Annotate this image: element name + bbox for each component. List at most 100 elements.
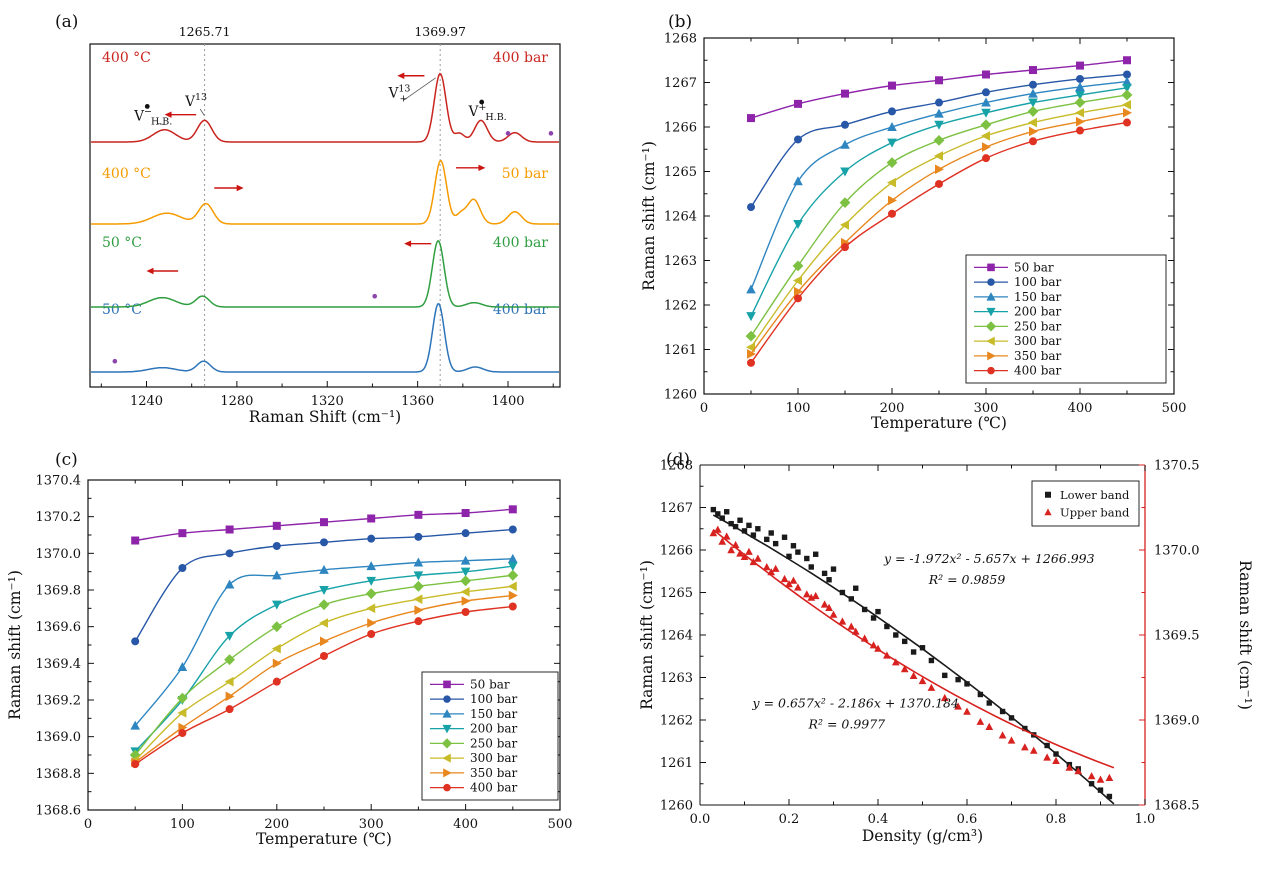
svg-text:1264: 1264	[660, 629, 693, 644]
svg-text:1265: 1265	[660, 586, 693, 601]
panel-b: 0 100 200 300 400 500 1260 1261 1262 1263 1264 1265…	[634, 0, 1270, 440]
svg-text:1268: 1268	[664, 32, 697, 47]
svg-text:400 bar: 400 bar	[493, 50, 548, 66]
svg-text:0.2: 0.2	[779, 812, 800, 827]
svg-text:1267: 1267	[660, 501, 693, 516]
svg-text:200: 200	[264, 817, 289, 832]
svg-text:1265.71: 1265.71	[179, 24, 231, 39]
svg-text:Raman shift (cm⁻¹): Raman shift (cm⁻¹)	[640, 141, 658, 291]
svg-text:300 bar: 300 bar	[470, 751, 518, 765]
panel-c-chart: 0 100 200 300 400 500 1368.6 1368.8 1369.0 1369.2…	[6, 474, 573, 849]
svg-text:1369.4: 1369.4	[36, 657, 82, 672]
svg-text:1263: 1263	[660, 671, 693, 686]
svg-text:1370.2: 1370.2	[36, 510, 82, 525]
panel-d: 0.0 0.2 0.4 0.6 0.8 1.0 1260 1261 1262 1263 1264 12…	[634, 440, 1270, 880]
svg-text:200 bar: 200 bar	[1014, 305, 1062, 319]
svg-text:Upper band: Upper band	[1060, 505, 1130, 519]
panel-b-chart: 0 100 200 300 400 500 1260 1261 1262 1263 1264 1265…	[640, 32, 1187, 433]
svg-text:1262: 1262	[660, 714, 693, 729]
svg-text:1268: 1268	[660, 459, 693, 474]
svg-text:1266: 1266	[664, 121, 697, 136]
svg-text:1369.0: 1369.0	[1154, 714, 1200, 729]
svg-text:100: 100	[786, 401, 811, 416]
svg-text:1263: 1263	[664, 254, 697, 269]
panel-a: 1240 1280 1320 1360 1400 1265.71 1369.97 50 °C 4…	[0, 0, 632, 440]
svg-text:250 bar: 250 bar	[1014, 319, 1062, 333]
panel-a-letter: (a)	[55, 12, 79, 32]
svg-text:50 °C: 50 °C	[102, 235, 142, 251]
svg-text:0.0: 0.0	[690, 812, 711, 827]
svg-text:1368.6: 1368.6	[36, 804, 82, 819]
svg-text:300 bar: 300 bar	[1014, 334, 1062, 348]
svg-text:0.4: 0.4	[868, 812, 889, 827]
svg-text:1240: 1240	[130, 394, 163, 409]
panel-c-letter: (c)	[55, 450, 78, 470]
svg-text:y = 0.657x² - 2.186x + 1370.18: y = 0.657x² - 2.186x + 1370.184	[752, 695, 959, 710]
svg-text:400 bar: 400 bar	[470, 781, 518, 795]
svg-text:200: 200	[880, 401, 905, 416]
svg-text:50 bar: 50 bar	[502, 166, 549, 182]
svg-text:400: 400	[453, 817, 478, 832]
svg-text:300: 300	[359, 817, 384, 832]
svg-text:Raman shift (cm⁻¹): Raman shift (cm⁻¹)	[6, 570, 24, 720]
svg-text:Temperature (℃): Temperature (℃)	[256, 830, 392, 848]
svg-text:1260: 1260	[660, 799, 693, 814]
svg-text:1369.0: 1369.0	[36, 730, 82, 745]
svg-text:300: 300	[974, 401, 999, 416]
svg-text:1369.97: 1369.97	[414, 24, 466, 39]
svg-text:1370.4: 1370.4	[36, 474, 82, 489]
svg-text:250 bar: 250 bar	[470, 736, 518, 750]
svg-text:400 bar: 400 bar	[493, 302, 548, 318]
svg-text:1360: 1360	[401, 394, 434, 409]
svg-text:50 bar: 50 bar	[470, 677, 510, 691]
svg-text:Density (g/cm³): Density (g/cm³)	[862, 827, 983, 845]
svg-text:1320: 1320	[311, 394, 344, 409]
svg-text:Temperature (℃): Temperature (℃)	[871, 414, 1007, 432]
svg-text:150 bar: 150 bar	[1014, 290, 1062, 304]
svg-text:Raman shift (cm⁻¹): Raman shift (cm⁻¹)	[638, 560, 656, 710]
svg-text:1280: 1280	[220, 394, 253, 409]
svg-text:500: 500	[1162, 401, 1187, 416]
svg-text:Raman Shift (cm⁻¹): Raman Shift (cm⁻¹)	[249, 408, 401, 426]
svg-text:50 °C: 50 °C	[102, 302, 142, 318]
svg-text:1369.8: 1369.8	[36, 584, 82, 599]
svg-text:0: 0	[700, 401, 708, 416]
svg-text:1261: 1261	[660, 756, 693, 771]
svg-text:100 bar: 100 bar	[1014, 275, 1062, 289]
panel-b-letter: (b)	[668, 12, 693, 32]
panel-d-chart: 0.0 0.2 0.4 0.6 0.8 1.0 1260 1261 1262 1263 1264 12…	[638, 459, 1254, 846]
svg-text:1369.5: 1369.5	[1154, 629, 1200, 644]
svg-text:V13+: V13 +	[388, 83, 411, 104]
panel-d-letter: (d)	[666, 450, 691, 470]
svg-text:1266: 1266	[660, 544, 693, 559]
svg-text:400 bar: 400 bar	[493, 235, 548, 251]
svg-text:100 bar: 100 bar	[470, 692, 518, 706]
svg-text:1260: 1260	[664, 388, 697, 403]
svg-text:400: 400	[1068, 401, 1093, 416]
svg-text:200 bar: 200 bar	[470, 722, 518, 736]
svg-text:0.8: 0.8	[1046, 812, 1067, 827]
svg-text:1370.5: 1370.5	[1154, 459, 1200, 474]
svg-text:1369.2: 1369.2	[36, 694, 82, 709]
svg-text:350 bar: 350 bar	[1014, 349, 1062, 363]
svg-text:V13: V13	[184, 92, 207, 110]
svg-text:150 bar: 150 bar	[470, 707, 518, 721]
svg-text:350 bar: 350 bar	[470, 766, 518, 780]
svg-text:1264: 1264	[664, 210, 697, 225]
panel-a-chart: 1240 1280 1320 1360 1400 1265.71 1369.97 50 °C 4…	[89, 24, 561, 426]
svg-text:1368.8: 1368.8	[36, 767, 82, 782]
svg-text:1261: 1261	[664, 343, 697, 358]
svg-text:1368.5: 1368.5	[1154, 799, 1200, 814]
svg-text:Raman shift (cm⁻¹): Raman shift (cm⁻¹)	[1236, 560, 1254, 710]
svg-text:1400: 1400	[491, 394, 524, 409]
svg-text:400 °C: 400 °C	[102, 50, 151, 66]
svg-text:0.6: 0.6	[957, 812, 978, 827]
svg-text:1.0: 1.0	[1135, 812, 1156, 827]
svg-text:1370.0: 1370.0	[36, 547, 82, 562]
svg-text:400 bar: 400 bar	[1014, 364, 1062, 378]
svg-text:100: 100	[170, 817, 195, 832]
svg-text:R² = 0.9977: R² = 0.9977	[808, 717, 886, 732]
svg-text:500: 500	[548, 817, 573, 832]
svg-text:1370.0: 1370.0	[1154, 544, 1200, 559]
